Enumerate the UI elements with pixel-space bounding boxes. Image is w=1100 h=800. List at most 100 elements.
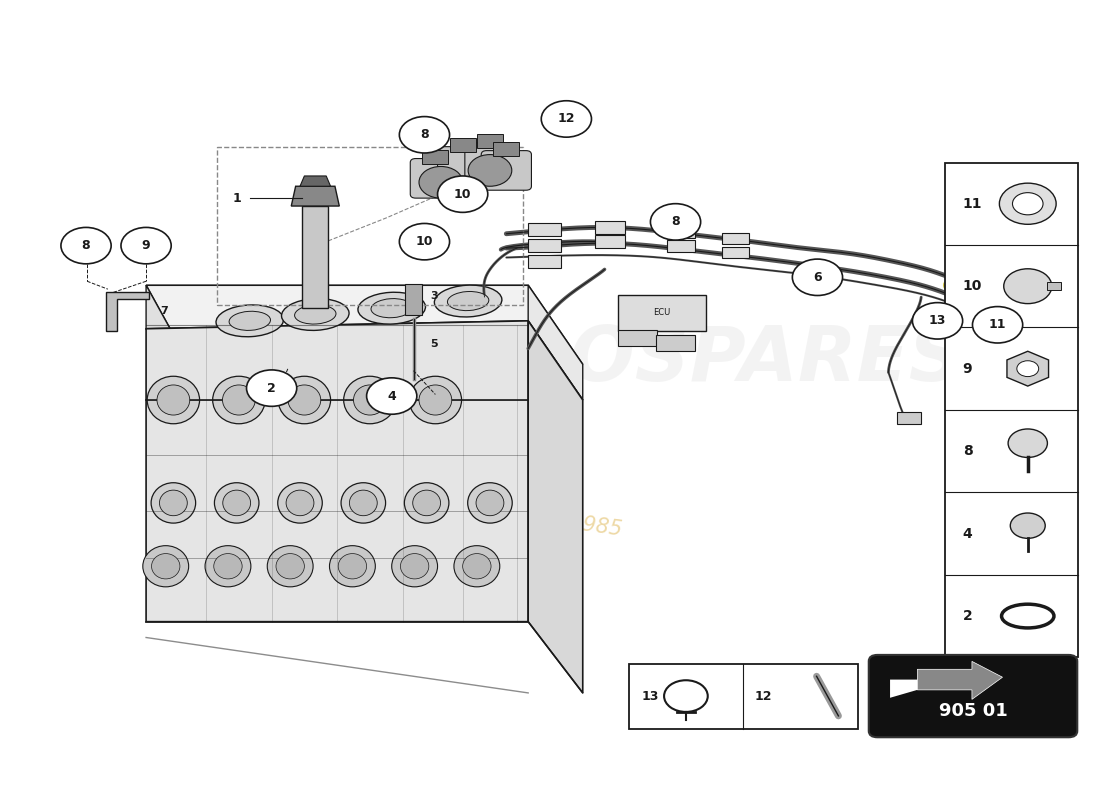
Polygon shape — [302, 206, 329, 308]
Bar — [618, 330, 657, 346]
Ellipse shape — [454, 546, 499, 587]
Text: 9: 9 — [962, 362, 972, 376]
Polygon shape — [528, 321, 583, 693]
Circle shape — [60, 227, 111, 264]
Text: 4: 4 — [387, 390, 396, 402]
Ellipse shape — [371, 298, 412, 318]
Text: 8: 8 — [420, 128, 429, 142]
Ellipse shape — [330, 546, 375, 587]
Text: 10: 10 — [454, 188, 472, 201]
Ellipse shape — [277, 482, 322, 523]
Circle shape — [792, 259, 843, 295]
FancyBboxPatch shape — [528, 223, 561, 236]
Polygon shape — [146, 286, 189, 400]
FancyBboxPatch shape — [667, 226, 695, 238]
FancyBboxPatch shape — [493, 142, 519, 156]
Ellipse shape — [205, 546, 251, 587]
Ellipse shape — [468, 482, 513, 523]
Ellipse shape — [152, 554, 180, 579]
Circle shape — [1000, 183, 1056, 224]
FancyBboxPatch shape — [667, 241, 695, 252]
Circle shape — [246, 370, 297, 406]
FancyBboxPatch shape — [438, 146, 487, 186]
Text: 6: 6 — [813, 270, 822, 284]
Text: 8: 8 — [671, 215, 680, 228]
Bar — [1047, 282, 1060, 290]
Text: 3: 3 — [430, 291, 438, 302]
Ellipse shape — [400, 554, 429, 579]
Ellipse shape — [358, 292, 426, 324]
Text: 2: 2 — [267, 382, 276, 394]
Bar — [656, 335, 695, 351]
Ellipse shape — [276, 554, 305, 579]
FancyBboxPatch shape — [422, 150, 449, 164]
Text: 13: 13 — [928, 314, 946, 327]
Ellipse shape — [353, 385, 386, 415]
Circle shape — [366, 378, 417, 414]
Polygon shape — [146, 321, 583, 400]
FancyBboxPatch shape — [450, 138, 476, 152]
Text: 12: 12 — [558, 113, 575, 126]
FancyBboxPatch shape — [595, 221, 625, 234]
Circle shape — [438, 176, 487, 212]
FancyBboxPatch shape — [410, 158, 461, 198]
FancyBboxPatch shape — [722, 247, 749, 258]
Text: 4: 4 — [962, 526, 972, 541]
Ellipse shape — [214, 482, 258, 523]
Ellipse shape — [476, 490, 504, 516]
FancyBboxPatch shape — [481, 150, 531, 190]
Bar — [217, 146, 522, 305]
Ellipse shape — [463, 554, 491, 579]
Ellipse shape — [222, 385, 255, 415]
Text: 11: 11 — [989, 318, 1006, 331]
Text: 12: 12 — [755, 690, 771, 702]
Ellipse shape — [212, 376, 265, 424]
Text: 2: 2 — [962, 609, 972, 623]
Ellipse shape — [338, 554, 366, 579]
Circle shape — [121, 227, 172, 264]
Circle shape — [1003, 269, 1052, 304]
Ellipse shape — [350, 490, 377, 516]
Circle shape — [419, 166, 463, 198]
Circle shape — [1012, 193, 1043, 215]
Ellipse shape — [151, 482, 196, 523]
Ellipse shape — [409, 376, 462, 424]
Circle shape — [1008, 429, 1047, 458]
Circle shape — [541, 101, 592, 137]
Circle shape — [1010, 513, 1045, 538]
Circle shape — [650, 204, 701, 240]
FancyBboxPatch shape — [595, 235, 625, 248]
Text: 10: 10 — [962, 279, 982, 293]
Polygon shape — [890, 679, 917, 698]
Ellipse shape — [288, 385, 321, 415]
Polygon shape — [146, 286, 583, 364]
FancyBboxPatch shape — [528, 255, 561, 268]
Ellipse shape — [143, 546, 189, 587]
Circle shape — [399, 117, 450, 153]
Polygon shape — [300, 176, 331, 186]
Circle shape — [399, 223, 450, 260]
Circle shape — [469, 154, 512, 186]
Text: 8: 8 — [81, 239, 90, 252]
Ellipse shape — [448, 291, 488, 310]
Ellipse shape — [412, 490, 441, 516]
Ellipse shape — [392, 546, 438, 587]
Ellipse shape — [267, 546, 314, 587]
Text: EUROSPARES: EUROSPARES — [397, 323, 965, 398]
Text: 13: 13 — [641, 690, 659, 702]
FancyBboxPatch shape — [528, 239, 561, 252]
FancyBboxPatch shape — [722, 233, 749, 244]
Text: 8: 8 — [962, 444, 972, 458]
Ellipse shape — [419, 385, 452, 415]
Circle shape — [1016, 361, 1038, 377]
Ellipse shape — [343, 376, 396, 424]
Text: 1: 1 — [232, 192, 241, 205]
Ellipse shape — [405, 482, 449, 523]
Circle shape — [912, 302, 962, 339]
Ellipse shape — [434, 285, 502, 317]
Ellipse shape — [160, 490, 187, 516]
Ellipse shape — [216, 305, 284, 337]
Polygon shape — [106, 291, 150, 331]
Ellipse shape — [213, 554, 242, 579]
Ellipse shape — [147, 376, 199, 424]
